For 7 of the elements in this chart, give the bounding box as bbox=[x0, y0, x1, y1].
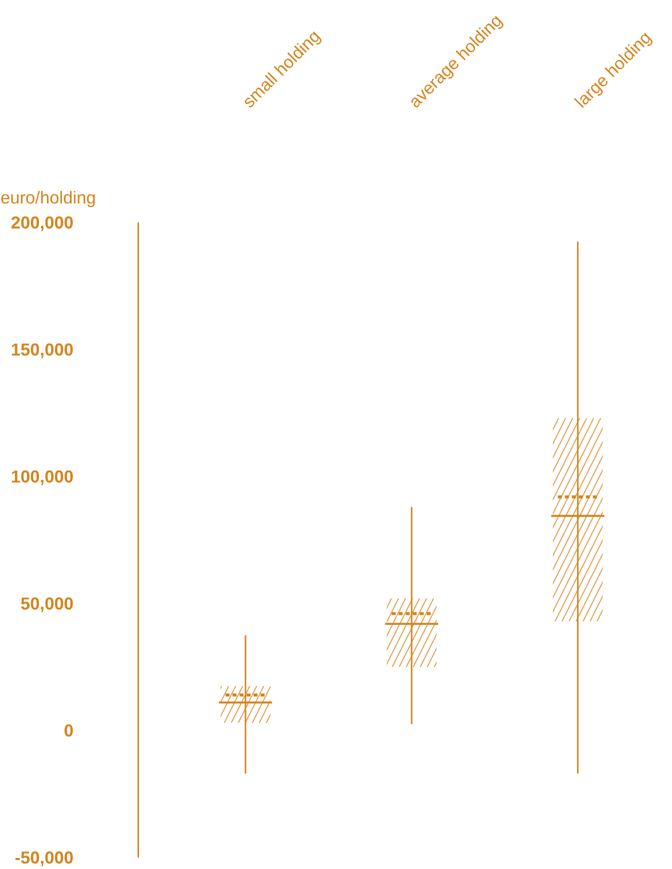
y-axis-title: euro/holding bbox=[0, 188, 96, 208]
y-tick-label: 0 bbox=[64, 720, 74, 740]
y-tick-label: -50,000 bbox=[14, 848, 74, 868]
y-tick-label: 50,000 bbox=[20, 594, 74, 614]
y-tick-label: 100,000 bbox=[10, 466, 74, 486]
y-tick-label: 150,000 bbox=[10, 340, 74, 360]
y-tick-label: 200,000 bbox=[10, 212, 74, 232]
